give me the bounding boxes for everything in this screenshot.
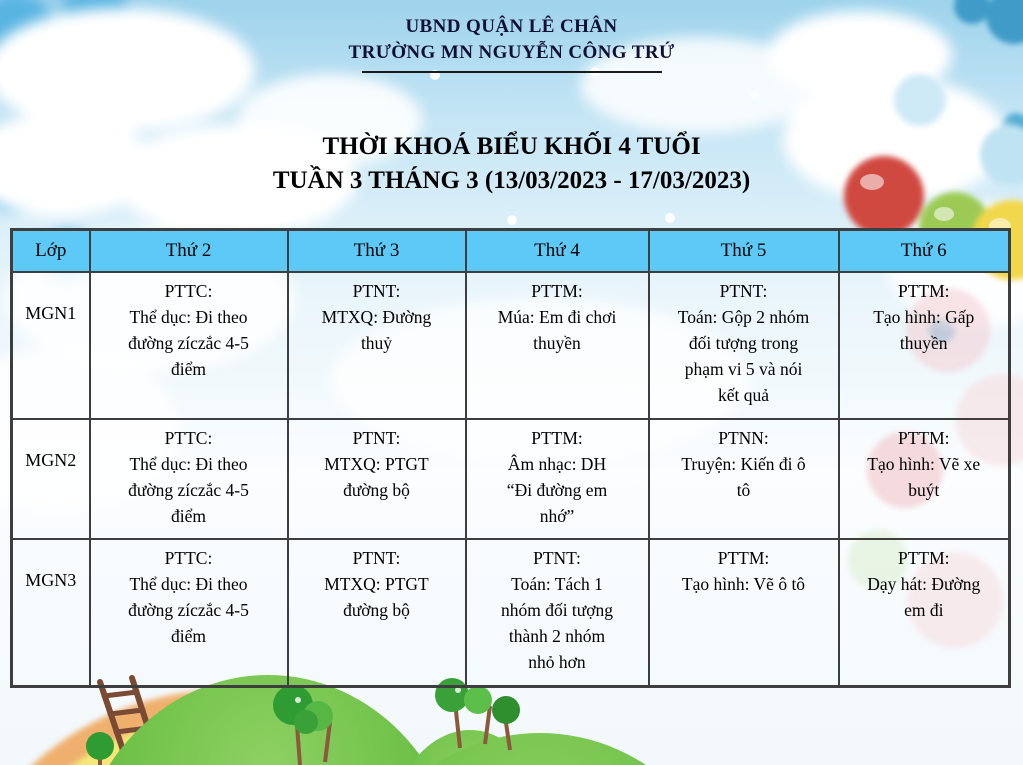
table-row-mgn1: MGN1 PTTC: Thể dục: Đi theo đường zíczắc 4… <box>10 271 1011 420</box>
cell-line: PTNT: <box>533 548 581 568</box>
cell-line: Tạo hình: Gấp <box>873 307 975 327</box>
cell-line: đường bộ <box>343 600 410 620</box>
schedule-cell: PTTC: Thể dục: Đi theo đường zíczắc 4-5 điể… <box>88 271 289 420</box>
org-name-line2: TRƯỜNG MN NGUYỄN CÔNG TRỨ <box>348 42 675 63</box>
schedule-cell: PTTC: Thể dục: Đi theo đường zíczắc 4-5 điể… <box>88 538 289 687</box>
cell-line: MTXQ: PTGT <box>324 574 429 594</box>
cell-line: nhỏ hơn <box>528 652 586 672</box>
table-row-mgn2: MGN2 PTTC: Thể dục: Đi theo đường zíczắc 4… <box>10 418 1011 540</box>
cell-line: đường zíczắc 4-5 <box>128 600 249 620</box>
column-header-thu-4: Thứ 4 <box>464 228 650 273</box>
cell-line: phạm vi 5 và nói <box>684 359 803 379</box>
schedule-cell: PTTC: Thể dục: Đi theo đường zíczắc 4-5 điể… <box>88 418 289 540</box>
cell-line: PTTC: <box>164 428 213 448</box>
schedule-cell: PTNT: Toán: Tách 1 nhóm đối tượng thành 2 n… <box>464 538 650 687</box>
cell-line: Âm nhạc: DH <box>507 454 607 474</box>
schedule-cell: PTTM: Múa: Em đi chơi thuyền <box>464 271 650 420</box>
cell-line: MTXQ: PTGT <box>324 454 429 474</box>
timetable: Lớp Thứ 2 Thứ 3 Thứ 4 Thứ 5 Thứ 6 MGN1 P… <box>10 228 1011 688</box>
column-header-thu-6: Thứ 6 <box>837 228 1011 273</box>
schedule-cell: PTTM: Âm nhạc: DH “Đi đường em nhớ” <box>464 418 650 540</box>
schedule-cell: PTNT: MTXQ: Đường thuỷ <box>286 271 467 420</box>
table-header-row: Lớp Thứ 2 Thứ 3 Thứ 4 Thứ 5 Thứ 6 <box>10 228 1011 273</box>
cell-line: thành 2 nhóm <box>508 626 606 646</box>
cell-line: Tạo hình: Vẽ ô tô <box>681 574 806 594</box>
column-header-lop: Lớp <box>10 228 91 273</box>
table-row-mgn3: MGN3 PTTC: Thể dục: Đi theo đường zíczắc 4… <box>10 538 1011 687</box>
cell-line: PTTM: <box>897 281 950 301</box>
cell-line: PTTM: <box>897 428 950 448</box>
class-name-cell: MGN2 <box>10 418 91 540</box>
cell-line: Thể dục: Đi theo <box>129 454 248 474</box>
cell-line: PTTM: <box>531 281 583 301</box>
cell-line: Truyện: Kiến đi ô <box>681 454 806 474</box>
cell-line: kết quả <box>717 385 770 405</box>
column-header-thu-3: Thứ 3 <box>286 228 467 273</box>
schedule-cell: PTNN: Truyện: Kiến đi ô tô <box>647 418 840 540</box>
cell-line: PTTC: <box>164 548 213 568</box>
page-title: THỜI KHOÁ BIỂU KHỐI 4 TUỔI TUẦN 3 THÁNG … <box>0 130 1023 198</box>
cell-line: Múa: Em đi chơi <box>497 307 617 327</box>
cell-line: Dạy hát: Đường <box>867 574 981 594</box>
cell-line: PTNT: <box>719 281 768 301</box>
org-name-line1: UBND QUẬN LÊ CHÂN <box>405 16 618 37</box>
cell-line: PTNT: <box>352 428 401 448</box>
cell-line: thuỷ <box>360 333 393 353</box>
cell-line: đường zíczắc 4-5 <box>128 333 249 353</box>
schedule-cell: PTNT: Toán: Gộp 2 nhóm đối tượng trong phạm… <box>647 271 840 420</box>
cell-line: em đi <box>904 600 944 620</box>
cell-line: Thể dục: Đi theo <box>129 307 248 327</box>
cell-line: điểm <box>171 626 206 646</box>
schedule-cell: PTNT: MTXQ: PTGT đường bộ <box>286 538 467 687</box>
column-header-thu-2: Thứ 2 <box>88 228 289 273</box>
org-header: UBND QUẬN LÊ CHÂN TRƯỜNG MN NGUYỄN CÔNG … <box>0 14 1023 73</box>
schedule-cell: PTNT: MTXQ: PTGT đường bộ <box>286 418 467 540</box>
class-name-cell: MGN3 <box>10 538 91 687</box>
cell-line: PTNN: <box>718 428 769 448</box>
cell-line: thuyền <box>533 333 581 353</box>
cell-line: điểm <box>171 506 206 526</box>
cell-line: tô <box>736 480 751 500</box>
cell-line: Thể dục: Đi theo <box>129 574 248 594</box>
org-header-underline <box>361 71 662 73</box>
cell-line: Toán: Tách 1 <box>511 574 603 594</box>
schedule-cell: PTTM: Dạy hát: Đường em đi <box>837 538 1011 687</box>
cell-line: Toán: Gộp 2 nhóm <box>677 307 810 327</box>
cell-line: thuyền <box>899 333 948 353</box>
cell-line: PTNT: <box>352 548 401 568</box>
cell-line: Tạo hình: Vẽ xe <box>867 454 981 474</box>
column-header-thu-5: Thứ 5 <box>647 228 840 273</box>
cell-line: điểm <box>171 359 206 379</box>
hills <box>109 675 646 765</box>
balloon-highlights <box>860 174 1011 234</box>
class-name-cell: MGN1 <box>10 271 91 420</box>
cell-line: buýt <box>908 480 940 500</box>
cell-line: đường zíczắc 4-5 <box>128 480 249 500</box>
cell-line: MTXQ: Đường <box>321 307 432 327</box>
title-line2: TUẦN 3 THÁNG 3 (13/03/2023 - 17/03/2023) <box>272 167 751 194</box>
cell-line: “Đi đường em <box>506 480 608 500</box>
schedule-cell: PTTM: Tạo hình: Gấp thuyền <box>837 271 1011 420</box>
cell-line: PTTC: <box>164 281 213 301</box>
schedule-cell: PTTM: Tạo hình: Vẽ xe buýt <box>837 418 1011 540</box>
cell-line: PTTM: <box>897 548 950 568</box>
cell-line: PTTM: <box>717 548 770 568</box>
cell-line: nhóm đối tượng <box>500 600 614 620</box>
cell-line: đối tượng trong <box>688 333 799 353</box>
cell-line: đường bộ <box>343 480 410 500</box>
cell-line: PTNT: <box>352 281 401 301</box>
schedule-cell: PTTM: Tạo hình: Vẽ ô tô <box>647 538 840 687</box>
title-line1: THỜI KHOÁ BIỂU KHỐI 4 TUỔI <box>322 133 701 160</box>
cell-line: PTTM: <box>531 428 583 448</box>
cell-line: nhớ” <box>539 506 575 526</box>
